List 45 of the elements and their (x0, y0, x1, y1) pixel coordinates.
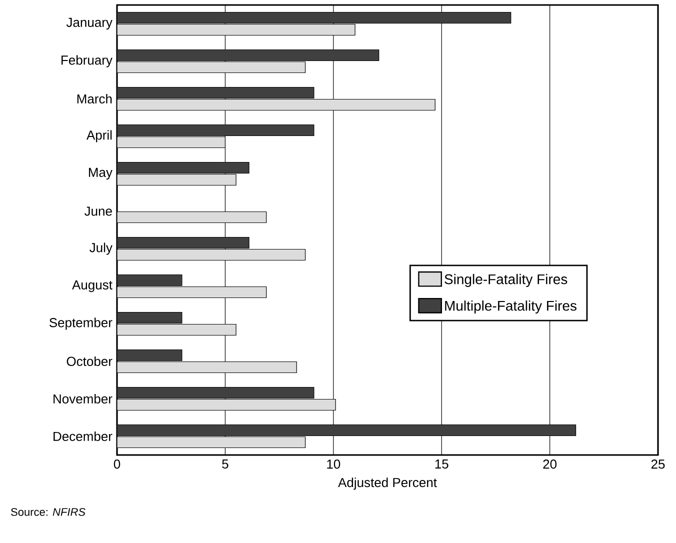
bar (117, 174, 236, 186)
bar (117, 436, 306, 448)
source-note: Source: NFIRS (11, 508, 86, 516)
bar (117, 386, 314, 399)
x-axis-title: Adjusted Percent (338, 478, 437, 490)
x-tick-label: 15 (435, 460, 448, 469)
bar (117, 24, 356, 36)
bar (117, 86, 314, 99)
bar (117, 12, 512, 24)
bar (117, 236, 250, 249)
y-tick-label: March (77, 94, 112, 104)
bar (117, 124, 314, 136)
bar (117, 49, 380, 62)
y-tick-label: December (54, 431, 112, 442)
bar (117, 61, 306, 74)
bar (117, 312, 182, 324)
y-tick-label: February (62, 55, 112, 68)
y-tick-label: January (66, 18, 112, 30)
x-tick-label: 5 (222, 460, 228, 469)
bar (117, 324, 236, 336)
bar (117, 211, 267, 224)
bar (117, 98, 436, 111)
x-tick-label: 25 (651, 460, 665, 469)
bar (117, 349, 182, 362)
y-tick-label: September (49, 318, 112, 330)
bar (117, 136, 226, 148)
y-tick-label: April (86, 130, 112, 142)
y-tick-label: May (88, 168, 112, 180)
y-tick-label: July (90, 242, 112, 255)
bar (117, 398, 336, 411)
bar (117, 286, 267, 298)
legend-label: Multiple-Fatality Fires (445, 300, 576, 314)
bar (117, 424, 576, 436)
y-tick-label: June (84, 206, 112, 216)
y-tick-label: October (66, 356, 112, 366)
y-tick-label: August (72, 280, 112, 292)
bar (117, 274, 182, 286)
x-tick-label: 10 (327, 460, 340, 469)
x-tick-label: 0 (114, 460, 120, 469)
bar (117, 162, 250, 174)
legend-label: Single-Fatality Fires (444, 274, 568, 287)
bar (117, 248, 306, 261)
bar (117, 361, 297, 374)
y-tick-label: November (54, 394, 112, 404)
x-tick-label: 20 (543, 460, 557, 469)
